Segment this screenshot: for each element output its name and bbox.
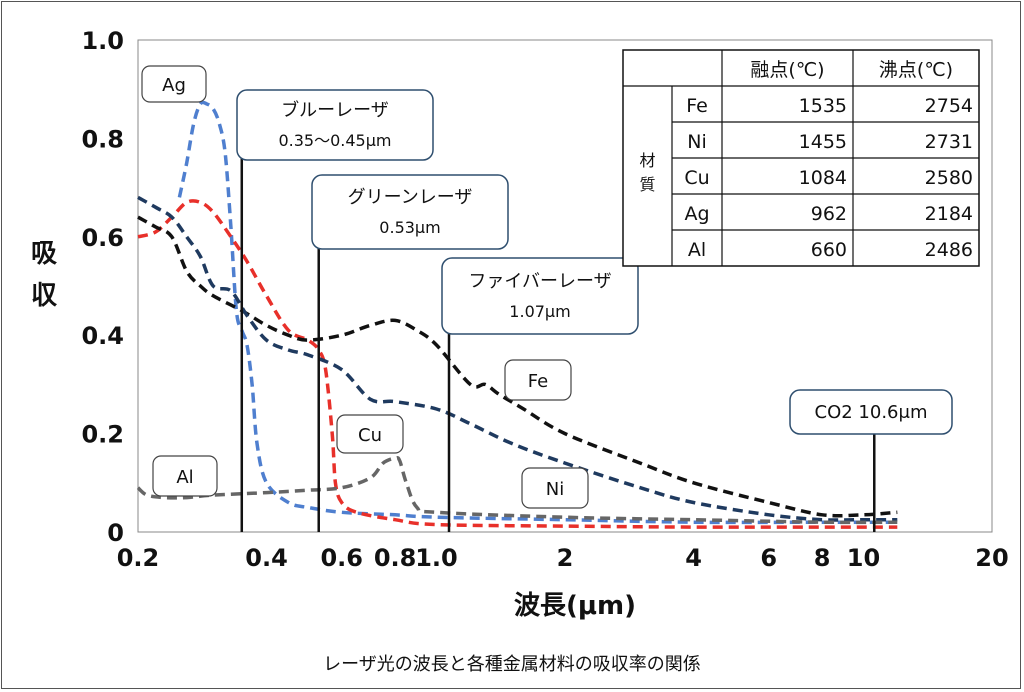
series-line-fe xyxy=(137,215,898,518)
table-cell-boiling: 2731 xyxy=(925,131,973,153)
table-cell-melting: 1084 xyxy=(799,167,847,189)
table-cell-material: Fe xyxy=(686,95,708,117)
table-cell-material: Ag xyxy=(684,203,709,225)
series-labels: Ag Cu Fe Ni Al xyxy=(141,65,589,509)
x-tick-label: 8 xyxy=(814,544,831,572)
y-tick-label: 0.4 xyxy=(81,322,124,350)
series-label-cu: Cu xyxy=(358,425,382,446)
table-cell-melting: 1535 xyxy=(799,95,847,117)
material-table: 融点(℃) 沸点(℃) 材質 Fe 1535 2754 Ni 1455 2731 Cu 1084 25… xyxy=(622,49,980,267)
series-line-al xyxy=(136,455,898,525)
y-tick-label: 0.6 xyxy=(81,224,124,252)
series-label-ni: Ni xyxy=(546,479,564,500)
table-row-group-char: 質 xyxy=(639,175,655,194)
series-callout xyxy=(336,414,404,454)
x-tick-label: 0.8 xyxy=(374,544,417,572)
x-tick-label: 1.0 xyxy=(415,544,458,572)
series-label-al: Al xyxy=(176,467,193,488)
x-tick-label: 0.2 xyxy=(117,544,160,572)
table-cell-melting: 660 xyxy=(811,239,847,261)
table-header-boiling: 沸点(℃) xyxy=(879,59,953,81)
y-axis-label-char: 吸 xyxy=(31,239,57,269)
y-tick-label: 1.0 xyxy=(81,27,124,55)
marker-label: ファイバーレーザ xyxy=(468,271,611,292)
marker-label: 0.35〜0.45μm xyxy=(278,131,391,150)
table-row-group-char: 材 xyxy=(639,151,655,170)
series-callout xyxy=(521,467,589,509)
table-cell-material: Ni xyxy=(687,131,707,153)
x-tick-label: 10 xyxy=(847,544,880,572)
table-cell-boiling: 2580 xyxy=(925,167,973,189)
table-cell-melting: 1455 xyxy=(799,131,847,153)
table-cell-material: Cu xyxy=(684,167,709,189)
series-callout xyxy=(152,455,218,497)
plot-area xyxy=(137,39,993,533)
x-tick-label: 6 xyxy=(760,544,777,572)
marker-label: 0.53μm xyxy=(379,218,440,237)
series-line-ag xyxy=(177,100,898,525)
marker-callout xyxy=(236,89,434,161)
x-tick-label: 0.6 xyxy=(320,544,363,572)
x-tick-label: 4 xyxy=(685,544,702,572)
x-tick-label: 0.4 xyxy=(245,544,288,572)
figure-caption: レーザ光の波長と各種金属材料の吸収率の関係 xyxy=(323,654,701,675)
series-label-fe: Fe xyxy=(528,371,548,392)
marker-label: グリーンレーザ xyxy=(348,187,473,208)
laser-markers: ブルーレーザ 0.35〜0.45μm グリーンレーザ 0.53μm ファイバーレーザ 1.… xyxy=(236,89,953,532)
y-axis-label-char: 収 xyxy=(31,281,58,311)
table-cell-melting: 962 xyxy=(811,203,847,225)
y-tick-label: 0 xyxy=(107,519,124,547)
table-row-group-label: 材質 xyxy=(639,151,655,194)
marker-label: CO2 10.6μm xyxy=(815,402,928,423)
marker-label: 1.07μm xyxy=(509,302,570,321)
series-label-ag: Ag xyxy=(162,75,186,96)
y-tick-label: 0.8 xyxy=(81,125,124,153)
marker-label: ブルーレーザ xyxy=(281,99,389,121)
marker-callout xyxy=(441,257,639,335)
y-axis-label: 吸収 xyxy=(31,239,58,311)
series-callout xyxy=(504,359,572,401)
marker-callout xyxy=(789,389,953,435)
y-tick-label: 0.2 xyxy=(81,421,124,449)
table-cell-material: Al xyxy=(688,239,706,261)
marker-callout xyxy=(311,174,509,250)
table-header-melting: 融点(℃) xyxy=(750,59,824,81)
x-tick-label: 2 xyxy=(557,544,574,572)
axes: 0.2 0.4 0.6 0.81.0 2 4 6 8 10 2000.20.40.60.81.0吸… xyxy=(31,27,1009,572)
table-cell-boiling: 2486 xyxy=(925,239,973,261)
table-cell-boiling: 2184 xyxy=(925,203,973,225)
x-axis-label: 波長(μm) xyxy=(514,591,636,621)
series-line-ni xyxy=(137,195,898,522)
table-cell-boiling: 2754 xyxy=(925,95,973,117)
series-lines xyxy=(136,100,898,529)
x-tick-label: 20 xyxy=(975,544,1008,572)
series-callout xyxy=(141,65,207,103)
